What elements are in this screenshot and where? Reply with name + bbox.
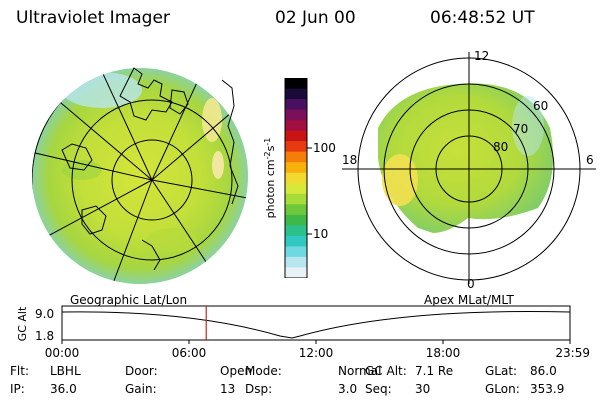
- mlat-80: 80: [493, 140, 508, 154]
- colorbar-stripe: [285, 162, 307, 174]
- colorbar-stripe: [285, 109, 307, 121]
- colorbar-unit-label: photon cm-2s-1: [263, 138, 277, 219]
- info-value: 353.9: [530, 382, 565, 396]
- mlt-6: 6: [586, 153, 594, 167]
- info-value: 36.0: [50, 382, 77, 396]
- coastlines: [61, 67, 239, 271]
- timeline-tick-label: 06:00: [172, 346, 207, 360]
- geographic-label: Geographic Lat/Lon: [70, 293, 188, 307]
- colorbar-stripe: [285, 99, 307, 111]
- info-label: Mode:: [245, 364, 282, 378]
- colorbar-stripe: [285, 235, 307, 247]
- altitude-timeline: 00:00 06:00 12:00 18:00 23:59 GC Alt 9.0 1.8: [16, 305, 590, 360]
- altitude-curve: [61, 311, 571, 339]
- colorbar-stripe: [285, 172, 307, 184]
- colorbar-stripe: [285, 120, 307, 132]
- timeline-ticks: 00:00 06:00 12:00 18:00 23:59: [45, 340, 590, 360]
- info-value: 86.0: [530, 364, 557, 378]
- colorbar-gradient: [285, 78, 307, 278]
- info-label: Gain:: [125, 382, 157, 396]
- info-value: 13: [220, 382, 236, 396]
- timeline-tick-label: 00:00: [45, 346, 80, 360]
- colorbar-tick-100: 100: [313, 141, 336, 155]
- colorbar-stripe: [285, 130, 307, 142]
- instrument-title: Ultraviolet Imager: [16, 8, 170, 28]
- info-label: Door:: [125, 364, 158, 378]
- timeline-frame: [61, 305, 571, 341]
- apex-label: Apex MLat/MLT: [424, 293, 514, 307]
- bright-arc: [382, 154, 418, 206]
- colorbar-stripe: [285, 193, 307, 205]
- mlat-grid: [342, 52, 596, 284]
- mlat-60: 60: [533, 99, 548, 113]
- info-value: 3.0: [338, 382, 358, 396]
- info-value: 7.1 Re: [415, 364, 454, 378]
- geographic-auroral-image: [32, 67, 248, 284]
- info-label: IP:: [10, 382, 25, 396]
- info-value: 30: [415, 382, 431, 396]
- timeline-ymin: 1.8: [35, 329, 54, 343]
- mlat-70: 70: [513, 122, 528, 136]
- colorbar-stripe: [285, 88, 307, 100]
- timeline-ylabel: GC Alt: [16, 306, 29, 341]
- info-label: GC Alt:: [365, 364, 407, 378]
- colorbar-tick-10: 10: [313, 227, 329, 241]
- colorbar-stripe: [285, 141, 307, 153]
- info-label: Flt:: [10, 364, 29, 378]
- colorbar-stripe: [285, 256, 307, 268]
- colorbar-stripe: [285, 214, 307, 226]
- colorbar-stripe: [285, 204, 307, 216]
- mlt-18: 18: [342, 153, 357, 167]
- timeline-tick-label: 18:00: [426, 346, 461, 360]
- info-value: Normal: [338, 364, 382, 378]
- info-value: LBHL: [50, 364, 81, 378]
- timeline-ymax: 9.0: [35, 307, 54, 321]
- info-label: GLat:: [485, 364, 518, 378]
- info-label: GLon:: [485, 382, 520, 396]
- colorbar-stripe: [285, 183, 307, 195]
- info-value: Open: [220, 364, 253, 378]
- time-label: 06:48:52 UT: [430, 8, 535, 28]
- colorbar-stripe: [285, 225, 307, 237]
- timeline-tick-label: 12:00: [299, 346, 334, 360]
- mlt-12: 12: [474, 49, 489, 63]
- auroral-oval: [378, 83, 554, 233]
- date-label: 02 Jun 00: [275, 8, 356, 28]
- colorbar-stripe: [285, 151, 307, 163]
- mlat-mlt-polar-plot: 12 18 6 0 60 70 80: [342, 49, 596, 288]
- colorbar-stripe: [285, 246, 307, 258]
- timeline-tick-label: 23:59: [555, 346, 590, 360]
- info-label: Dsp:: [245, 382, 273, 396]
- mlt-0: 0: [467, 277, 475, 288]
- colorbar-stripe: [285, 78, 307, 90]
- colorbar-stripe: [285, 267, 307, 278]
- image-disk: [32, 68, 248, 284]
- color-scale: photon cm-2s-1: [263, 78, 312, 278]
- info-label: Seq:: [365, 382, 392, 396]
